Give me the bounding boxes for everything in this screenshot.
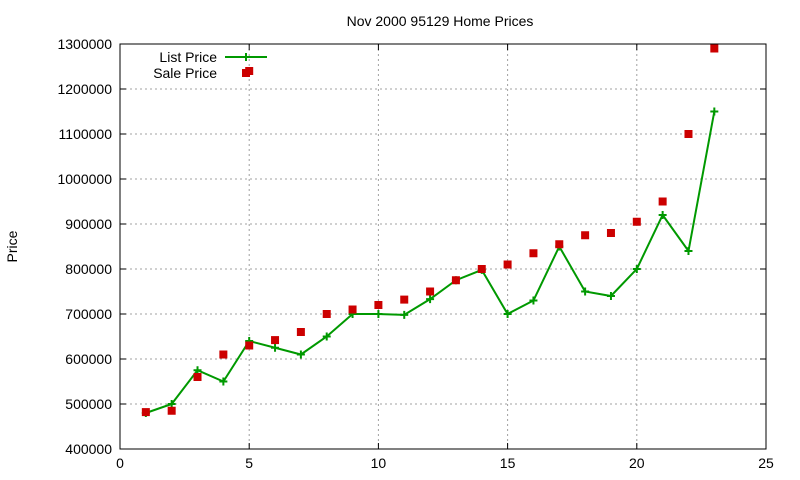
legend-square-marker	[242, 69, 250, 77]
list-price-point	[581, 287, 590, 296]
x-tick-label: 25	[758, 455, 774, 471]
sale-price-point	[374, 301, 383, 309]
list-price-point	[322, 332, 331, 341]
sale-price-point	[451, 276, 460, 285]
list-price-point	[193, 366, 202, 375]
sale-price-point	[529, 249, 538, 258]
list-price-point	[606, 292, 615, 300]
x-tick-label: 0	[116, 455, 124, 471]
legend-label: Sale Price	[153, 65, 217, 81]
sale-price-point	[581, 231, 590, 240]
sale-price-point	[555, 240, 564, 249]
list-price-point	[219, 377, 228, 386]
y-tick-label: 1300000	[57, 36, 112, 52]
sale-price-point	[400, 295, 409, 304]
y-axis-label: Price	[4, 230, 20, 262]
list-price-point	[167, 400, 176, 408]
sale-price-point	[167, 406, 176, 415]
list-price-point	[271, 343, 280, 352]
sale-price-point	[141, 408, 150, 417]
sale-price-point	[710, 44, 719, 53]
y-tick-label: 900000	[65, 216, 112, 232]
y-tick-label: 400000	[65, 441, 112, 457]
list-price-point	[503, 310, 512, 318]
list-price-point	[426, 295, 435, 304]
list-price-point	[684, 247, 693, 255]
y-tick-label: 1000000	[57, 171, 112, 187]
sale-price-point	[632, 217, 641, 226]
plot-frame	[119, 43, 767, 450]
list-price-point	[658, 211, 667, 219]
y-tick-label: 1200000	[57, 81, 112, 97]
sale-price-point	[348, 305, 357, 314]
list-price-point	[710, 107, 719, 116]
grid-layer	[120, 44, 766, 449]
sale-price-point	[684, 130, 693, 138]
series-layer	[141, 44, 719, 417]
sale-price-point	[245, 341, 254, 350]
series-sale-price	[141, 44, 719, 417]
x-tick-label: 10	[371, 455, 387, 471]
list-price-point	[529, 296, 538, 305]
x-tick-label: 20	[629, 455, 645, 471]
list-price-point	[400, 310, 409, 319]
sale-price-point	[426, 287, 435, 296]
sale-price-point	[503, 260, 512, 269]
list-price-point	[632, 265, 641, 273]
y-tick-label: 800000	[65, 261, 112, 277]
list-price-point	[374, 310, 383, 318]
sale-price-point	[219, 350, 228, 359]
legend-plus-marker	[242, 53, 250, 61]
sale-price-point	[271, 336, 280, 345]
legend-label: List Price	[159, 49, 217, 65]
x-tick-label: 15	[500, 455, 516, 471]
sale-price-point	[193, 373, 202, 381]
tick-layer: 0 5 10 15 20 25 400000 500000 600000 700000 800000…	[57, 36, 774, 471]
y-tick-label: 1100000	[59, 126, 113, 142]
sale-price-point	[322, 310, 331, 318]
sale-price-point	[296, 328, 305, 336]
sale-price-point	[658, 197, 667, 206]
chart-title: Nov 2000 95129 Home Prices	[347, 13, 534, 29]
sale-price-point	[606, 229, 615, 237]
x-tick-label: 5	[245, 455, 253, 471]
list-price-line	[145, 111, 716, 414]
list-price-point	[296, 350, 305, 359]
y-tick-label: 600000	[65, 351, 112, 367]
sale-price-point	[477, 265, 486, 273]
series-list-price	[141, 107, 719, 417]
y-tick-label: 700000	[65, 306, 112, 322]
y-tick-label: 500000	[65, 396, 112, 412]
